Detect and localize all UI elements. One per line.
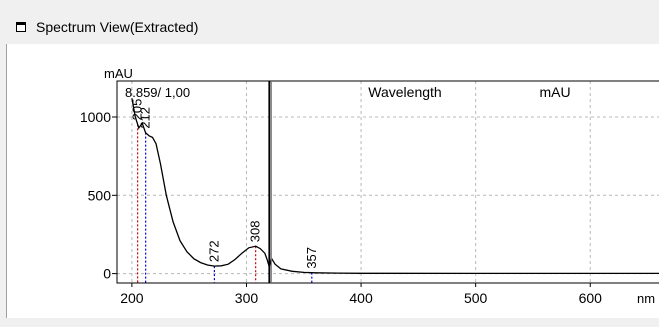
y-tick-label: 1000 (80, 109, 111, 125)
plot-frame (116, 80, 659, 284)
cursor-readout: 8.859/ 1,00 (125, 85, 190, 100)
readout-table-headers: Wavelength mAU (368, 84, 570, 100)
x-tick-label: 300 (235, 290, 259, 306)
peak-label: 212 (138, 107, 153, 129)
y-tick-label: 0 (103, 266, 111, 282)
panel-title: Spectrum View(Extracted) (36, 19, 199, 35)
y-axis-ticks: 0 500 1000 (80, 109, 117, 282)
plot-area[interactable] (6, 44, 659, 327)
window-icon[interactable] (16, 22, 26, 32)
panel-titlebar: Spectrum View(Extracted) (0, 0, 659, 44)
cursor[interactable]: 8.859/ 1,00 (125, 81, 272, 283)
x-axis-label: nm (637, 291, 655, 306)
peak-label: 308 (248, 220, 263, 242)
peak-label: 272 (206, 240, 221, 262)
y-axis-label: mAU (104, 66, 133, 81)
x-axis-ticks: 200300400500600700 (120, 283, 603, 306)
x-tick-label: 500 (464, 290, 488, 306)
y-tick-label: 500 (88, 187, 112, 203)
readout-header: mAU (539, 84, 570, 100)
readout-header: Wavelength (368, 84, 441, 100)
grid-lines (117, 81, 659, 283)
x-tick-label: 600 (579, 290, 603, 306)
peak-label: 357 (304, 247, 319, 269)
spectrum-series-line (131, 98, 659, 275)
x-tick-label: 200 (120, 290, 144, 306)
bottom-strip (0, 318, 659, 327)
x-tick-label: 400 (349, 290, 373, 306)
